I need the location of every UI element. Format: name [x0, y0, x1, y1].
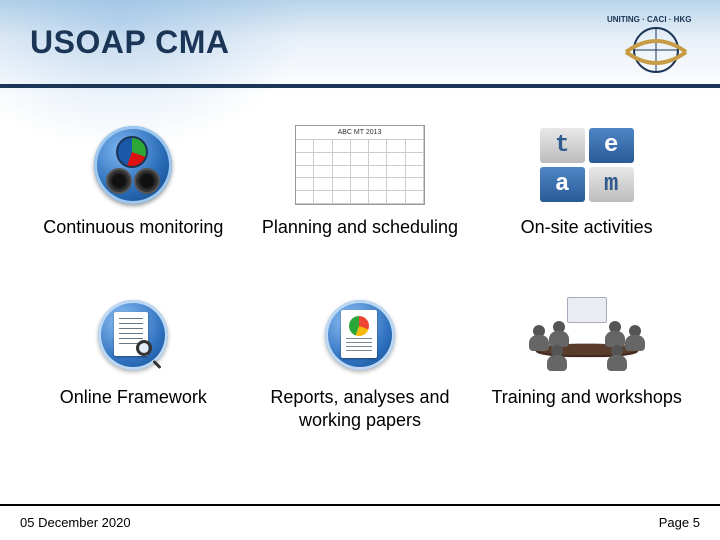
footer-divider [0, 504, 720, 506]
cell-continuous-monitoring: Continuous monitoring [20, 120, 247, 290]
svg-text:UNITING · CACI · HKG: UNITING · CACI · HKG [607, 15, 691, 24]
cell-reports-analyses: Reports, analyses and working papers [247, 290, 474, 460]
meeting-table-icon [527, 290, 647, 380]
report-pie-icon [325, 290, 395, 380]
cell-training-workshops: Training and workshops [473, 290, 700, 460]
cell-onsite-activities: t e a m On-site activities [473, 120, 700, 290]
footer-page: Page 5 [659, 515, 700, 530]
caption-planning-scheduling: Planning and scheduling [262, 216, 458, 239]
document-search-icon [98, 290, 168, 380]
caption-continuous-monitoring: Continuous monitoring [43, 216, 223, 239]
caption-onsite-activities: On-site activities [521, 216, 653, 239]
content-grid: Continuous monitoring ABC MT 2013 Planni… [20, 120, 700, 460]
cell-online-framework: Online Framework [20, 290, 247, 460]
slide-title: USOAP CMA [30, 24, 229, 61]
caption-reports-analyses: Reports, analyses and working papers [260, 386, 460, 431]
footer-date: 05 December 2020 [20, 515, 131, 530]
header-divider [0, 84, 720, 88]
cell-planning-scheduling: ABC MT 2013 Planning and scheduling [247, 120, 474, 290]
caption-training-workshops: Training and workshops [491, 386, 681, 409]
icao-logo: UNITING · CACI · HKG [606, 8, 706, 78]
caption-online-framework: Online Framework [60, 386, 207, 409]
team-puzzle-icon: t e a m [540, 120, 634, 210]
calendar-icon: ABC MT 2013 [295, 120, 425, 210]
gauge-pie-icon [94, 120, 172, 210]
